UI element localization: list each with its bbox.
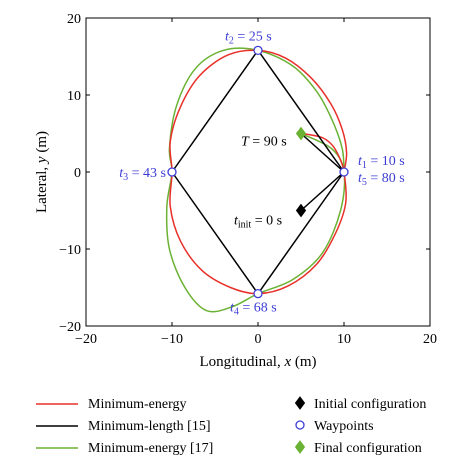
point-markers — [167, 45, 349, 299]
time-annotation-t2: t2 = 25 s — [225, 29, 272, 46]
x-tick-label: −20 — [75, 332, 97, 347]
y-tick-label: 10 — [67, 89, 81, 104]
legend-diamond-swatch — [294, 396, 306, 410]
time-annotations: t2 = 25 st1 = 10 st5 = 80 st3 = 43 st4 =… — [119, 29, 404, 317]
annotation-symbol: T — [241, 135, 250, 150]
y-axis-label: Lateral, y (m) — [34, 131, 50, 213]
time-annotation-t5: t5 = 80 s — [358, 171, 405, 188]
legend-label: Initial configuration — [314, 397, 426, 412]
y-tick-label: 0 — [74, 166, 81, 181]
annotation-symbol: t — [358, 171, 363, 186]
final-configuration-marker — [295, 126, 307, 141]
annotation-symbol: t — [234, 214, 239, 229]
time-annotation-T: T = 90 s — [241, 135, 287, 150]
legend-label: Minimum-energy — [88, 397, 187, 412]
annotation-subscript: 3 — [123, 172, 128, 183]
y-tick-label: −10 — [59, 243, 81, 258]
legend-item: Waypoints — [295, 419, 374, 434]
x-axis-label: Longitudinal, x (m) — [199, 354, 316, 370]
legend-label: Waypoints — [314, 419, 374, 434]
annotation-value: = 10 s — [367, 154, 405, 169]
legend-item: Minimum-length [15] — [36, 419, 211, 434]
annotation-value: = 80 s — [367, 171, 405, 186]
waypoint-marker — [253, 289, 263, 299]
annotation-symbol: t — [358, 154, 363, 169]
series-line-minimum-energy-17 — [165, 47, 346, 313]
y-tick-label: −20 — [59, 320, 81, 335]
legend-item: Final configuration — [294, 440, 422, 456]
annotation-subscript: 1 — [362, 160, 367, 171]
annotation-subscript: 5 — [362, 177, 367, 188]
x-tick-label: 10 — [337, 332, 351, 347]
legend: Minimum-energy Minimum-length [15] Minimum… — [36, 396, 426, 456]
waypoint-marker — [339, 167, 349, 177]
annotation-symbol: t — [230, 301, 235, 316]
time-annotation-t4: t4 = 68 s — [230, 301, 277, 318]
legend-item: Minimum-energy [17] — [36, 441, 213, 456]
time-annotation-t1: t1 = 10 s — [358, 154, 405, 171]
legend-diamond-swatch — [294, 440, 306, 454]
legend-label: Minimum-energy [17] — [88, 441, 213, 456]
y-tick-label: 20 — [67, 12, 81, 27]
annotation-symbol: t — [119, 166, 124, 181]
axis-ticks: −20 −10 0 10 20 −20 −10 0 10 20 — [59, 12, 437, 347]
annotation-subscript: 4 — [234, 307, 239, 318]
series-line-minimum-energy — [169, 49, 348, 295]
legend-item: Initial configuration — [294, 396, 426, 412]
initial-configuration-marker — [295, 203, 307, 218]
plot-frame — [85, 17, 431, 327]
legend-item: Minimum-energy — [36, 397, 187, 412]
annotation-subscript: init — [238, 220, 252, 231]
annotation-value: = 90 s — [249, 135, 287, 150]
annotation-value: = 68 s — [239, 301, 277, 316]
annotation-value: = 43 s — [128, 166, 166, 181]
x-tick-label: 20 — [423, 332, 437, 347]
legend-label: Minimum-length [15] — [88, 419, 211, 434]
x-tick-label: 0 — [255, 332, 262, 347]
x-tick-label: −10 — [161, 332, 183, 347]
annotation-symbol: t — [225, 29, 230, 44]
waypoint-marker — [167, 167, 177, 177]
time-annotation-tinit: tinit = 0 s — [234, 214, 282, 231]
annotation-value: = 25 s — [234, 29, 272, 44]
time-annotation-t3: t3 = 43 s — [119, 166, 166, 183]
legend-label: Final configuration — [314, 441, 422, 456]
waypoint-marker — [253, 45, 263, 55]
annotation-value: = 0 s — [251, 214, 282, 229]
annotation-subscript: 2 — [229, 35, 234, 46]
legend-circle-swatch — [295, 420, 305, 430]
